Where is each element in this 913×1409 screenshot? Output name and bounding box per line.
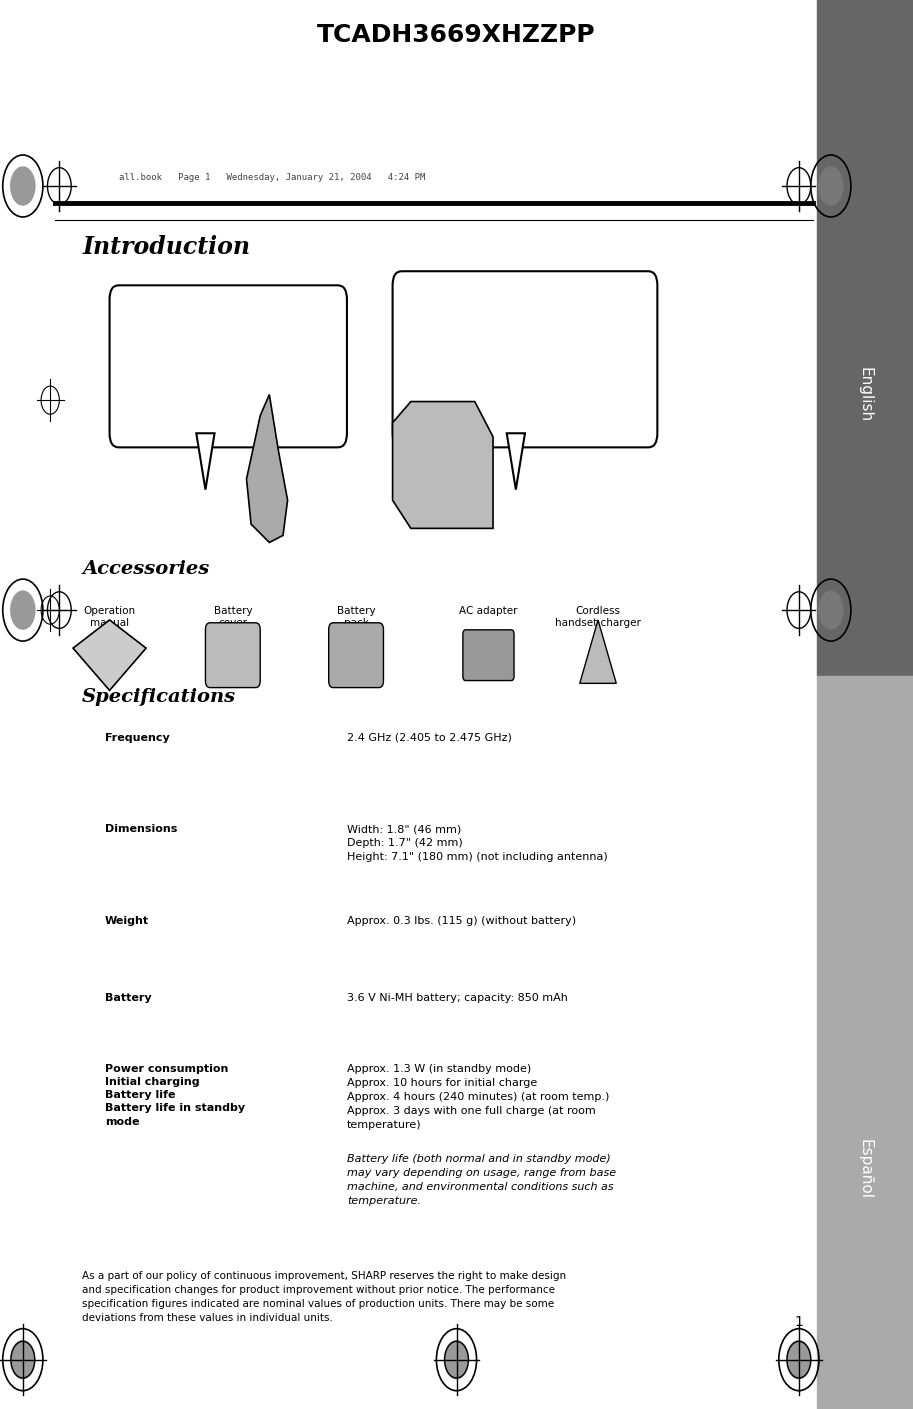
FancyBboxPatch shape [393, 271, 657, 447]
Text: Approx. 0.3 lbs. (115 g) (without battery): Approx. 0.3 lbs. (115 g) (without batter… [347, 916, 576, 926]
Text: Battery: Battery [105, 993, 152, 1003]
Bar [817, 676, 913, 1409]
Circle shape [10, 166, 36, 206]
Text: As a part of our policy of continuous improvement, SHARP reserves the right to m: As a part of our policy of continuous im… [82, 1271, 566, 1323]
Text: 2.4 GHz (2.405 to 2.475 GHz): 2.4 GHz (2.405 to 2.475 GHz) [347, 733, 512, 743]
Text: English: English [857, 366, 873, 423]
Text: Español: Español [857, 1140, 873, 1199]
Text: Dimensions: Dimensions [105, 824, 177, 834]
Text: TCADH3669XHZZPP: TCADH3669XHZZPP [317, 23, 596, 48]
FancyBboxPatch shape [205, 623, 260, 688]
Text: Width: 1.8" (46 mm)
Depth: 1.7" (42 mm)
Height: 7.1" (180 mm) (not including ant: Width: 1.8" (46 mm) Depth: 1.7" (42 mm) … [347, 824, 608, 862]
Text: Thank you for
purchasing a UX-K02
cordless handset.: Thank you for purchasing a UX-K02 cordle… [130, 352, 253, 402]
Polygon shape [247, 395, 288, 542]
Text: Battery life (both normal and in standby mode)
may vary depending on usage, rang: Battery life (both normal and in standby… [347, 1154, 616, 1206]
Polygon shape [73, 620, 146, 690]
Text: AC adapter: AC adapter [459, 606, 518, 616]
Text: Operation
manual: Operation manual [83, 606, 136, 628]
FancyBboxPatch shape [329, 623, 383, 688]
Text: Battery
pack: Battery pack [337, 606, 375, 628]
FancyBboxPatch shape [463, 630, 514, 681]
Circle shape [818, 166, 844, 206]
Circle shape [818, 590, 844, 630]
Text: Approx. 1.3 W (in standby mode)
Approx. 10 hours for initial charge
Approx. 4 ho: Approx. 1.3 W (in standby mode) Approx. … [347, 1064, 609, 1130]
Polygon shape [580, 620, 616, 683]
Text: Battery
cover: Battery cover [214, 606, 252, 628]
Text: Weight: Weight [105, 916, 149, 926]
Polygon shape [393, 402, 493, 528]
Text: 3.6 V Ni-MH battery; capacity: 850 mAh: 3.6 V Ni-MH battery; capacity: 850 mAh [347, 993, 568, 1003]
Text: Frequency: Frequency [105, 733, 170, 743]
Text: Power consumption
Initial charging
Battery life
Battery life in standby
mode: Power consumption Initial charging Batte… [105, 1064, 245, 1127]
Circle shape [10, 590, 36, 630]
FancyBboxPatch shape [110, 285, 347, 447]
Text: Introduction: Introduction [82, 234, 250, 259]
Text: To use the UX-K02 cordless
handset, you must have a
SHARP UX-CD600 fax
machine.: To use the UX-K02 cordless handset, you … [413, 324, 572, 392]
Circle shape [786, 1340, 812, 1379]
Text: Accessories: Accessories [82, 561, 209, 578]
Text: Specifications: Specifications [82, 689, 236, 706]
Text: Cordless
handset charger: Cordless handset charger [555, 606, 641, 628]
Text: 1: 1 [794, 1315, 803, 1329]
Text: all.book   Page 1   Wednesday, January 21, 2004   4:24 PM: all.book Page 1 Wednesday, January 21, 2… [119, 173, 425, 182]
Polygon shape [196, 434, 215, 490]
Circle shape [444, 1340, 469, 1379]
Circle shape [10, 1340, 36, 1379]
Bar [817, 0, 913, 676]
Polygon shape [507, 434, 525, 490]
